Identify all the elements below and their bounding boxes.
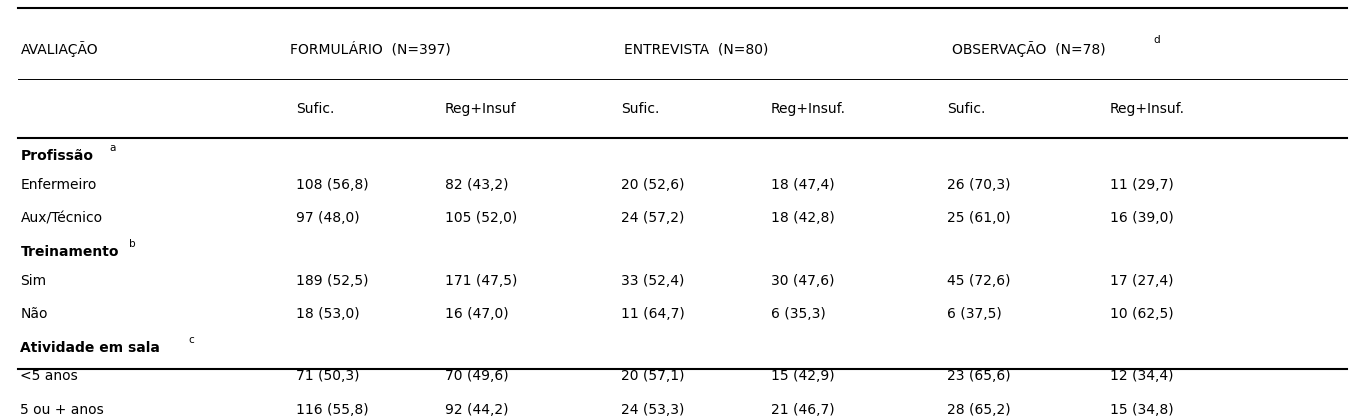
Text: a: a [109,143,116,153]
Text: 24 (53,3): 24 (53,3) [621,403,685,417]
Text: AVALIAÇÃO: AVALIAÇÃO [20,41,98,57]
Text: Não: Não [20,307,48,322]
Text: Sufic.: Sufic. [296,103,334,116]
Text: Aux/Técnico: Aux/Técnico [20,211,102,226]
Text: Reg+Insuf.: Reg+Insuf. [1110,103,1185,116]
Text: 33 (52,4): 33 (52,4) [621,274,685,287]
Text: 92 (44,2): 92 (44,2) [445,403,509,417]
Text: <5 anos: <5 anos [20,369,78,383]
Text: 189 (52,5): 189 (52,5) [296,274,369,287]
Text: Reg+Insuf.: Reg+Insuf. [771,103,846,116]
Text: ENTREVISTA  (N=80): ENTREVISTA (N=80) [624,42,768,56]
Text: 17 (27,4): 17 (27,4) [1110,274,1174,287]
Text: FORMULÁRIO  (N=397): FORMULÁRIO (N=397) [291,42,450,57]
Text: 11 (29,7): 11 (29,7) [1110,178,1174,192]
Text: 26 (70,3): 26 (70,3) [947,178,1010,192]
Text: 6 (35,3): 6 (35,3) [771,307,826,322]
Text: 71 (50,3): 71 (50,3) [296,369,359,383]
Text: Enfermeiro: Enfermeiro [20,178,97,192]
Text: 23 (65,6): 23 (65,6) [947,369,1010,383]
Text: Treinamento: Treinamento [20,245,119,259]
Text: Atividade em sala: Atividade em sala [20,341,160,355]
Text: 20 (57,1): 20 (57,1) [621,369,685,383]
Text: 21 (46,7): 21 (46,7) [771,403,834,417]
Text: 24 (57,2): 24 (57,2) [621,211,685,226]
Text: 82 (43,2): 82 (43,2) [445,178,509,192]
Text: 6 (37,5): 6 (37,5) [947,307,1002,322]
Text: Sufic.: Sufic. [621,103,659,116]
Text: OBSERVAÇÃO  (N=78): OBSERVAÇÃO (N=78) [951,41,1106,57]
Text: 5 ou + anos: 5 ou + anos [20,403,104,417]
Text: Sufic.: Sufic. [947,103,986,116]
Text: 97 (48,0): 97 (48,0) [296,211,359,226]
Text: 12 (34,4): 12 (34,4) [1110,369,1174,383]
Text: 20 (52,6): 20 (52,6) [621,178,685,192]
Text: 25 (61,0): 25 (61,0) [947,211,1010,226]
Text: 116 (55,8): 116 (55,8) [296,403,369,417]
Text: 16 (39,0): 16 (39,0) [1110,211,1174,226]
Text: 16 (47,0): 16 (47,0) [445,307,509,322]
Text: 18 (53,0): 18 (53,0) [296,307,359,322]
Text: Reg+Insuf: Reg+Insuf [445,103,517,116]
Text: Profissão: Profissão [20,149,93,163]
Text: 11 (64,7): 11 (64,7) [621,307,685,322]
Text: Sim: Sim [20,274,46,287]
Text: d: d [1153,35,1160,45]
Text: 15 (34,8): 15 (34,8) [1110,403,1174,417]
Text: 70 (49,6): 70 (49,6) [445,369,509,383]
Text: 28 (65,2): 28 (65,2) [947,403,1010,417]
Text: 10 (62,5): 10 (62,5) [1110,307,1174,322]
Text: 30 (47,6): 30 (47,6) [771,274,834,287]
Text: 108 (56,8): 108 (56,8) [296,178,369,192]
Text: b: b [130,239,137,249]
Text: 171 (47,5): 171 (47,5) [445,274,517,287]
Text: 105 (52,0): 105 (52,0) [445,211,517,226]
Text: c: c [188,335,195,345]
Text: 18 (42,8): 18 (42,8) [771,211,834,226]
Text: 45 (72,6): 45 (72,6) [947,274,1010,287]
Text: 15 (42,9): 15 (42,9) [771,369,834,383]
Text: 18 (47,4): 18 (47,4) [771,178,834,192]
